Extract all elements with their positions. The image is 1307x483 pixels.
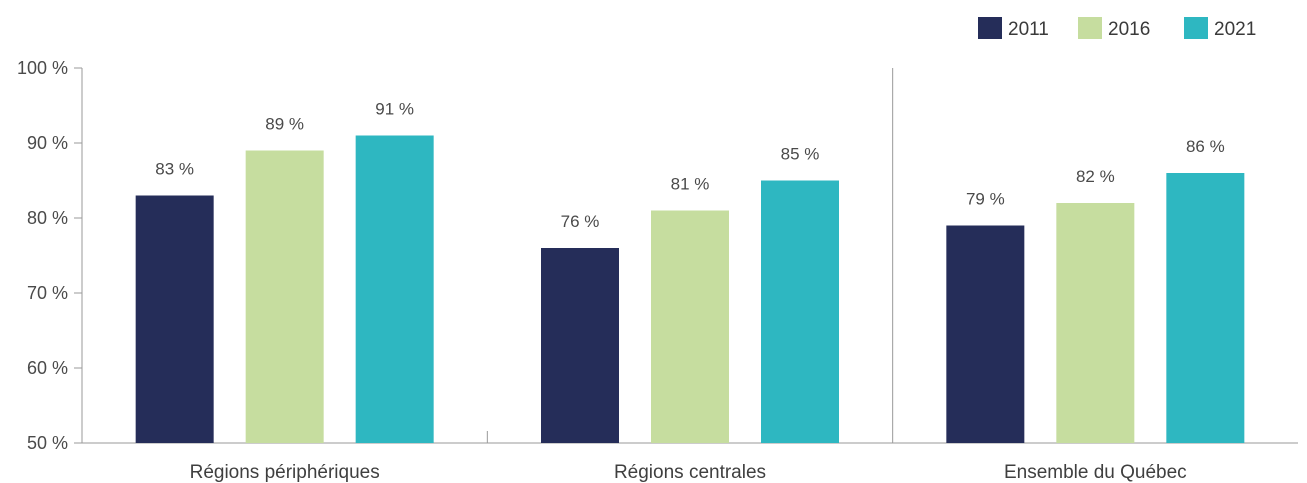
data-label: 85 %: [781, 145, 820, 164]
data-label: 76 %: [561, 212, 600, 231]
legend-label: 2011: [1008, 19, 1049, 40]
bar-2016: [245, 150, 324, 443]
data-label: 89 %: [265, 115, 304, 134]
bars-layer: [135, 135, 1245, 443]
bar-2011: [135, 195, 214, 443]
bar-2011: [541, 248, 619, 443]
y-tick-label: 100 %: [17, 58, 68, 78]
data-label: 83 %: [155, 160, 194, 179]
bar-2011: [946, 225, 1025, 443]
data-label: 79 %: [966, 190, 1005, 209]
legend-swatch: [1078, 17, 1102, 39]
legend-label: 2021: [1214, 19, 1256, 40]
y-tick-label: 90 %: [27, 133, 68, 153]
x-category-label: Régions périphériques: [190, 462, 380, 483]
data-label: 81 %: [671, 175, 710, 194]
y-tick-label: 80 %: [27, 208, 68, 228]
data-label: 86 %: [1186, 137, 1225, 156]
y-tick-label: 50 %: [27, 433, 68, 453]
legend: 2011 2016 2021: [978, 17, 1256, 40]
legend-label: 2016: [1108, 19, 1150, 40]
y-tick-label: 60 %: [27, 358, 68, 378]
bar-2021: [355, 135, 434, 443]
labels-layer: 83 % 89 % 91 % Régions périphériques 76 % 81 …: [155, 100, 1224, 483]
legend-swatch: [1184, 17, 1208, 39]
bar-2021: [1166, 173, 1245, 443]
bar-2016: [1056, 203, 1135, 443]
bar-2021: [761, 180, 839, 443]
data-label: 91 %: [375, 100, 414, 119]
legend-swatch: [978, 17, 1002, 39]
data-label: 82 %: [1076, 167, 1115, 186]
x-category-label: Ensemble du Québec: [1004, 462, 1187, 483]
bar-2016: [651, 210, 729, 443]
x-category-label: Régions centrales: [614, 462, 766, 483]
y-tick-label: 70 %: [27, 283, 68, 303]
